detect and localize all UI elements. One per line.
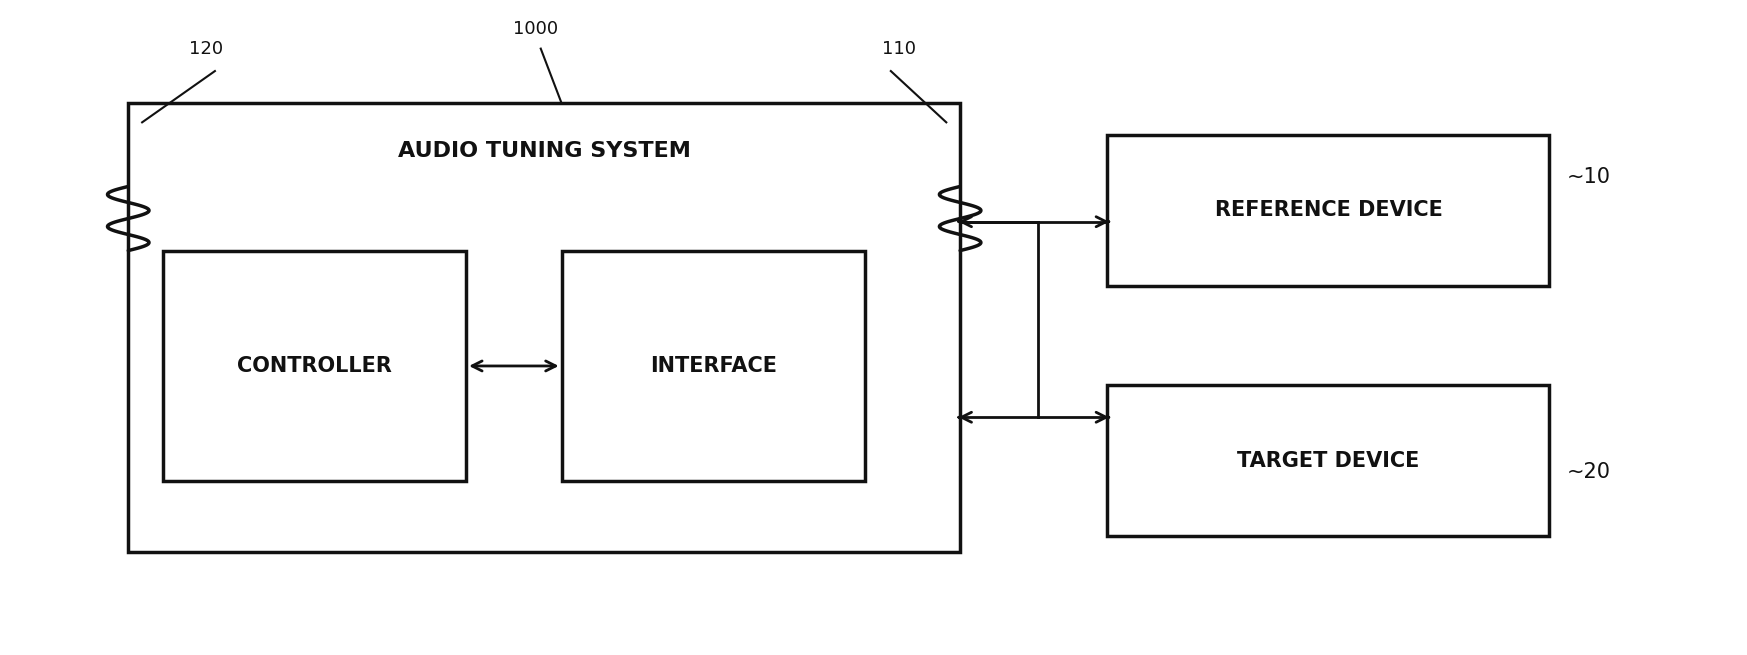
Text: INTERFACE: INTERFACE: [650, 356, 777, 376]
Text: ~10: ~10: [1567, 167, 1611, 187]
Bar: [1108, 135, 1550, 286]
Bar: [162, 251, 466, 481]
Text: 120: 120: [189, 39, 224, 58]
Text: 110: 110: [882, 39, 917, 58]
Text: CONTROLLER: CONTROLLER: [238, 356, 391, 376]
Text: REFERENCE DEVICE: REFERENCE DEVICE: [1214, 200, 1443, 221]
Bar: [1108, 385, 1550, 536]
Bar: [561, 251, 865, 481]
Text: 1000: 1000: [514, 20, 557, 39]
Text: ~20: ~20: [1567, 462, 1611, 481]
Text: AUDIO TUNING SYSTEM: AUDIO TUNING SYSTEM: [398, 141, 690, 161]
Text: TARGET DEVICE: TARGET DEVICE: [1237, 451, 1420, 470]
Bar: [128, 103, 961, 552]
